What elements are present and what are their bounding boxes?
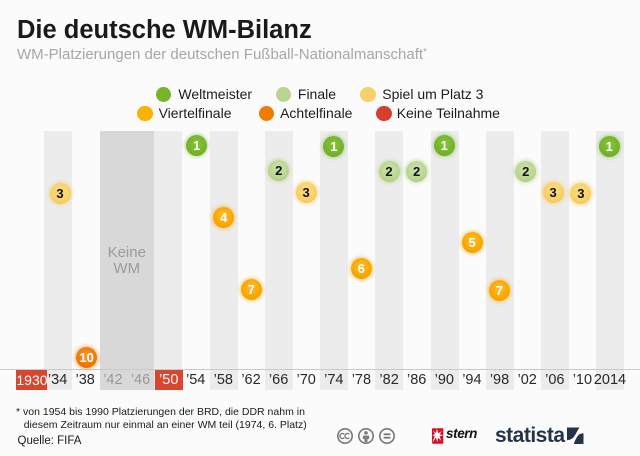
svg-text:stern: stern bbox=[446, 427, 477, 441]
svg-text:statista: statista bbox=[495, 424, 565, 446]
